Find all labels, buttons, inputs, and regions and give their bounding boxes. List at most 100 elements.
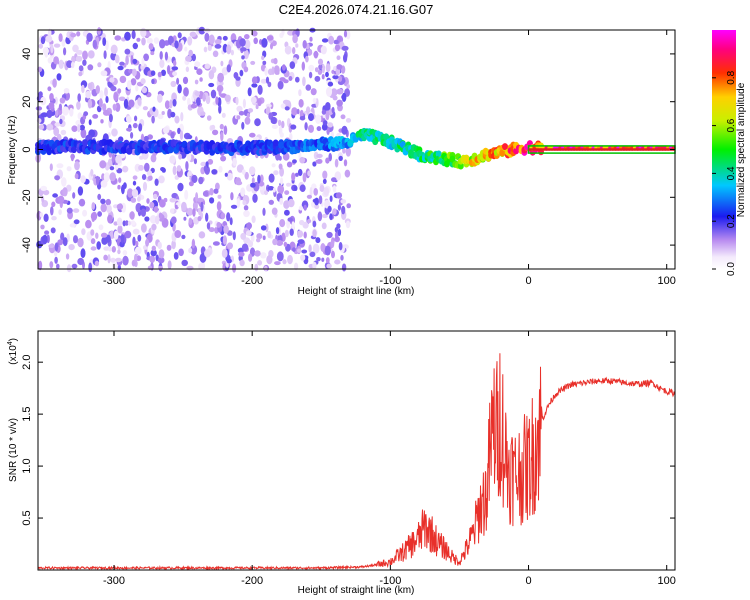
colorbar-tick-label: 0.4 bbox=[726, 166, 737, 180]
spectrogram-cell bbox=[239, 259, 245, 267]
spectrogram-cell bbox=[149, 215, 157, 224]
spectrogram-cell bbox=[140, 64, 145, 71]
spectrogram-cell bbox=[117, 225, 123, 234]
spectrogram-cell bbox=[218, 104, 222, 114]
spectrogram-cell bbox=[59, 118, 63, 125]
spectrogram-cell bbox=[174, 40, 179, 49]
spectrogram-cell bbox=[325, 71, 329, 78]
spectrogram-cell bbox=[200, 201, 204, 212]
spectrogram-cell bbox=[264, 67, 268, 76]
spectrogram-cell bbox=[261, 38, 268, 48]
spectrogram-cell bbox=[321, 38, 329, 43]
spectrogram-cell bbox=[134, 246, 142, 255]
spectrogram-cell bbox=[265, 106, 271, 116]
spectrogram-cell bbox=[266, 255, 273, 265]
spectrogram-cell bbox=[53, 56, 59, 65]
spectrogram-cell bbox=[40, 185, 48, 191]
spectrogram-cell bbox=[45, 35, 53, 43]
spectrogram-cell bbox=[131, 30, 136, 40]
spectrogram-cell bbox=[325, 257, 330, 264]
spectrogram-cell bbox=[208, 70, 215, 80]
spectrogram-cell bbox=[247, 240, 254, 248]
spectrogram-cell bbox=[140, 78, 146, 85]
spectrogram-cell bbox=[87, 64, 94, 71]
spectrogram-cell bbox=[243, 205, 249, 211]
spectrogram-cell bbox=[132, 236, 136, 246]
spectrogram-cell bbox=[341, 92, 347, 102]
spectrogram-cell bbox=[54, 175, 60, 181]
snr-x-label: Height of straight line (km) bbox=[298, 585, 415, 596]
spectrogram-cell bbox=[126, 127, 132, 132]
spectrogram-cell bbox=[308, 113, 314, 122]
spectrogram-cell bbox=[319, 185, 325, 192]
spectrogram-cell bbox=[196, 68, 203, 75]
spectrogram-cell bbox=[291, 107, 298, 116]
spectrogram-cell bbox=[140, 208, 146, 217]
spectrogram-cell bbox=[54, 96, 58, 105]
spectrogram-cell bbox=[307, 170, 311, 177]
spectrogram-cell bbox=[90, 212, 98, 221]
spectrogram-cell bbox=[305, 55, 309, 63]
spectrogram-cell bbox=[77, 237, 84, 248]
spectrogram-cell bbox=[70, 146, 77, 154]
spectrogram-cell bbox=[330, 239, 335, 249]
spectrogram-cell bbox=[336, 55, 341, 60]
spectrogram-cell bbox=[150, 70, 156, 76]
spectrogram-cell bbox=[343, 30, 348, 38]
spectrogram-cell bbox=[72, 192, 76, 199]
spectrogram-cell bbox=[256, 233, 263, 240]
spectrogram-cell bbox=[257, 174, 261, 184]
spectrogram-cell bbox=[291, 221, 295, 230]
spectrogram-cell bbox=[200, 111, 206, 116]
spectrogram-cell bbox=[141, 174, 147, 180]
spectrogram-cell bbox=[144, 216, 150, 222]
spectrogram-cell bbox=[127, 220, 132, 226]
spectrogram-cell bbox=[203, 46, 208, 53]
spectrogram-cell bbox=[345, 118, 352, 123]
spectrogram-cell bbox=[167, 260, 172, 270]
spectrogram-cell bbox=[334, 231, 339, 239]
spectrogram-cell bbox=[170, 111, 176, 118]
spectrogram-cell bbox=[97, 211, 102, 217]
spectrogram-cell bbox=[174, 204, 178, 210]
spectrogram-cell bbox=[257, 260, 263, 266]
spectrogram-cell bbox=[262, 60, 267, 65]
spectrogram-cell bbox=[88, 119, 92, 126]
spectrogram-cell bbox=[277, 80, 284, 90]
spectrogram-cell bbox=[172, 165, 177, 176]
spectrogram-cell bbox=[283, 79, 289, 84]
spectrogram-cell bbox=[109, 166, 115, 171]
spectrogram-cell bbox=[86, 32, 93, 43]
spectrogram-cell bbox=[193, 158, 197, 165]
spectrogram-cell bbox=[251, 83, 258, 88]
spectrogram-cell bbox=[332, 208, 337, 216]
spectrogram-cell bbox=[334, 171, 342, 181]
spectrogram-cell bbox=[270, 116, 277, 124]
spectrogram-cell bbox=[241, 55, 245, 60]
spectrogram-y-ticks: -40 -20 0 20 40 bbox=[21, 48, 675, 253]
spectrogram-cell bbox=[186, 265, 194, 271]
spectrogram-y-label: Frequency (Hz) bbox=[7, 116, 18, 185]
spectrogram-cell bbox=[87, 82, 93, 90]
spectrogram-cell bbox=[99, 160, 107, 169]
spectrogram-cell bbox=[178, 153, 183, 160]
spectrogram-cell bbox=[52, 193, 58, 198]
spectrogram-cell bbox=[224, 172, 228, 177]
spectrogram-cell bbox=[107, 214, 113, 224]
spectrogram-cell bbox=[321, 213, 328, 219]
spectrogram-cell bbox=[110, 257, 116, 263]
spectrogram-cell bbox=[63, 88, 70, 94]
spectrogram-cell bbox=[260, 252, 267, 259]
spectrogram-cell bbox=[130, 78, 137, 86]
spectrogram-cell bbox=[80, 248, 86, 259]
spectrogram-cell bbox=[154, 215, 160, 225]
spectrogram-cell bbox=[309, 251, 316, 258]
spectrogram-cell bbox=[306, 194, 312, 199]
spectrogram-cell bbox=[323, 187, 330, 196]
spectrogram-cell bbox=[302, 40, 307, 49]
snr-scale-label: (x104) bbox=[7, 338, 19, 365]
spectrogram-cell bbox=[340, 254, 344, 261]
spectrogram-cell bbox=[85, 90, 92, 99]
spectrogram-cell bbox=[289, 133, 293, 141]
spectrogram-cell bbox=[342, 147, 346, 154]
